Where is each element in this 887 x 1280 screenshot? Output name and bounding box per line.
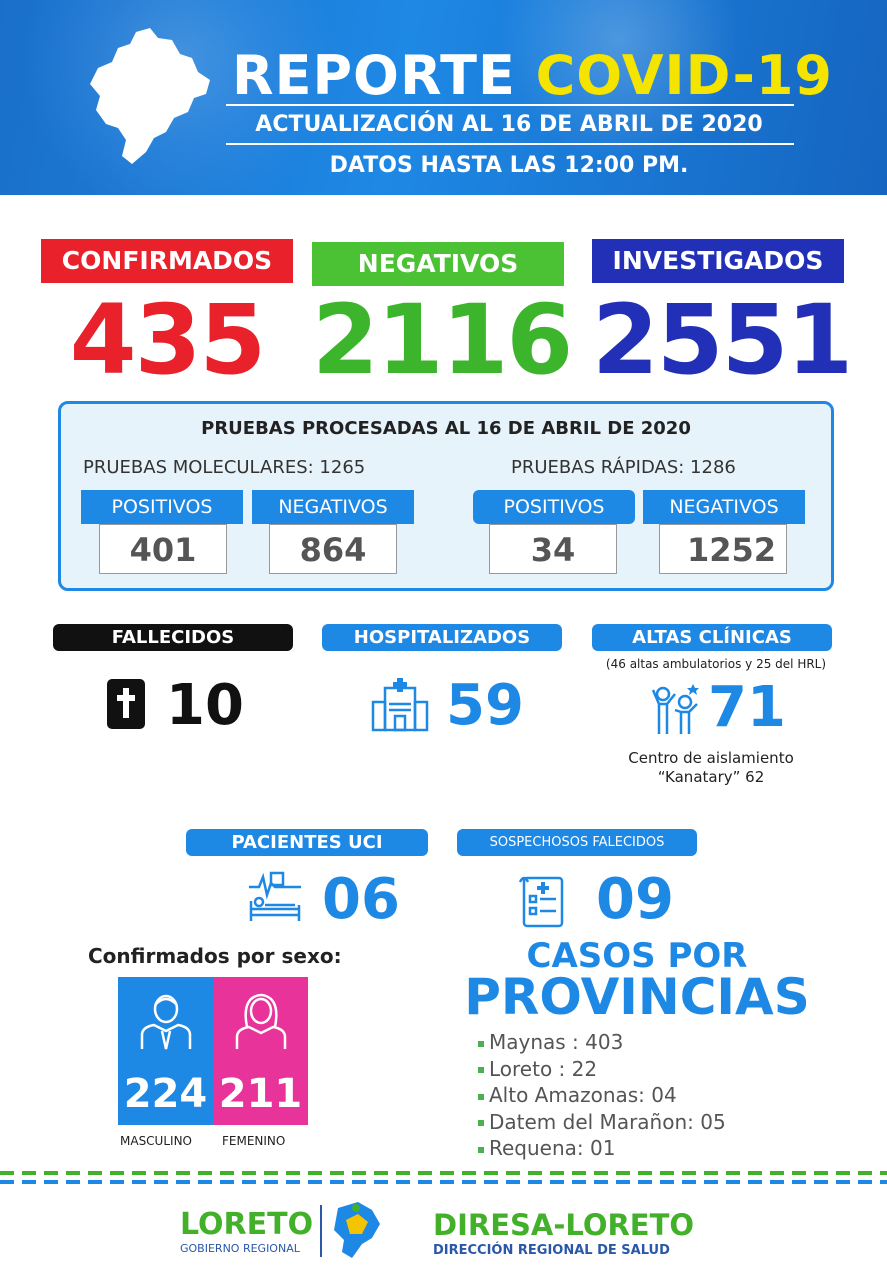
celebrating-people-icon xyxy=(651,684,699,734)
male-label: MASCULINO xyxy=(120,1134,192,1148)
suspect-deceased-label: SOSPECHOSOS FALECIDOS xyxy=(457,829,697,856)
molecular-positive-label: POSITIVOS xyxy=(81,490,243,524)
medical-record-icon xyxy=(518,876,564,928)
confirmed-value: 435 xyxy=(69,284,266,396)
list-item: Alto Amazonas: 04 xyxy=(478,1082,726,1109)
icu-value: 06 xyxy=(322,867,400,932)
province-maynas: Maynas : 403 xyxy=(489,1030,624,1054)
province-alto-amazonas: Alto Amazonas: 04 xyxy=(489,1083,677,1107)
tests-processed-panel: PRUEBAS PROCESADAS AL 16 DE ABRIL DE 202… xyxy=(58,401,834,591)
molecular-negative-label: NEGATIVOS xyxy=(252,490,414,524)
suspect-deceased-value: 09 xyxy=(596,867,674,932)
hospitalized-label: HOSPITALIZADOS xyxy=(322,624,562,651)
bullet-icon xyxy=(478,1093,484,1100)
male-person-icon xyxy=(140,994,192,1050)
title-report-word: REPORTE xyxy=(232,44,516,107)
isolation-center-line2: “Kanatary” 62 xyxy=(657,768,765,786)
province-datem: Datem del Marañon: 05 xyxy=(489,1109,726,1134)
dashed-divider-blue xyxy=(0,1180,887,1184)
diresa-brand-text: DIRESA-LORETO xyxy=(433,1208,695,1242)
title-covid-word: COVID-19 xyxy=(535,44,834,107)
report-title: REPORTE COVID-19 xyxy=(232,44,832,107)
discharged-value: 71 xyxy=(708,675,786,740)
rapid-negative-label: NEGATIVOS xyxy=(643,490,805,524)
molecular-tests-label: PRUEBAS MOLECULARES: 1265 xyxy=(83,457,366,478)
region-emblem-icon xyxy=(334,1202,380,1258)
hospital-icon xyxy=(371,678,429,732)
list-item: Loreto : 22 xyxy=(478,1056,726,1083)
negative-label: NEGATIVOS xyxy=(312,242,564,286)
dashed-divider-green xyxy=(0,1171,887,1175)
female-value: 211 xyxy=(218,1071,303,1117)
sex-section-title: Confirmados por sexo: xyxy=(88,944,342,968)
negative-value: 2116 xyxy=(312,284,573,396)
bullet-icon xyxy=(478,1146,484,1153)
rapid-negative-value: 1252 xyxy=(659,524,787,574)
list-item: Datem del Marañon: 05 xyxy=(478,1109,726,1136)
loreto-map-icon xyxy=(90,28,210,164)
update-date-line: ACTUALIZACIÓN AL 16 DE ABRIL DE 2020 xyxy=(255,112,763,137)
deceased-label: FALLECIDOS xyxy=(53,624,293,651)
rapid-positive-label: POSITIVOS xyxy=(473,490,635,524)
regional-health-text: DIRECCIÓN REGIONAL DE SALUD xyxy=(433,1243,670,1258)
discharged-note: (46 altas ambulatorios y 25 del HRL) xyxy=(605,657,827,671)
footer-divider xyxy=(320,1205,322,1257)
rapid-tests-label: PRUEBAS RÁPIDAS: 1286 xyxy=(511,457,736,478)
diresa-logo: DIRESA-LORETO DIRECCIÓN REGIONAL DE SALU… xyxy=(433,1210,694,1258)
bullet-icon xyxy=(478,1067,484,1073)
confirmed-label: CONFIRMADOS xyxy=(41,239,293,283)
rapid-positive-value: 34 xyxy=(489,524,617,574)
bullet-icon xyxy=(478,1040,484,1047)
icu-bed-icon xyxy=(249,871,301,921)
province-requena: Requena: 01 xyxy=(489,1136,616,1160)
female-person-icon xyxy=(235,993,287,1049)
header-divider-top xyxy=(226,104,794,106)
provinces-heading-large: PROVINCIAS xyxy=(464,968,810,1026)
list-item: Maynas : 403 xyxy=(478,1029,726,1056)
tests-panel-title: PRUEBAS PROCESADAS AL 16 DE ABRIL DE 202… xyxy=(201,418,691,439)
male-panel: 224 xyxy=(118,977,213,1125)
molecular-negative-value: 864 xyxy=(269,524,397,574)
provinces-list: Maynas : 403 Loreto : 22 Alto Amazonas: … xyxy=(478,1029,726,1162)
female-label: FEMENINO xyxy=(222,1134,286,1148)
provinces-heading-small: CASOS POR xyxy=(526,936,748,976)
deceased-value: 10 xyxy=(166,673,244,738)
coffin-cross-icon xyxy=(107,679,145,729)
isolation-center-line1: Centro de aislamiento xyxy=(628,749,794,767)
investigated-value: 2551 xyxy=(592,284,853,396)
male-value: 224 xyxy=(123,1071,208,1117)
header-banner: REPORTE COVID-19 ACTUALIZACIÓN AL 16 DE … xyxy=(0,0,887,195)
regional-government-logo: LORETO GOBIERNO REGIONAL xyxy=(180,1207,314,1256)
bullet-icon xyxy=(478,1120,484,1126)
icu-label: PACIENTES UCI xyxy=(186,829,428,856)
hospitalized-value: 59 xyxy=(446,673,524,738)
investigated-label: INVESTIGADOS xyxy=(592,239,844,283)
loreto-brand-text: LORETO xyxy=(180,1207,314,1242)
female-panel: 211 xyxy=(213,977,308,1125)
header-divider-bottom xyxy=(226,143,794,145)
province-loreto: Loreto : 22 xyxy=(489,1056,598,1081)
regional-government-text: GOBIERNO REGIONAL xyxy=(180,1242,300,1255)
data-time-line: DATOS HASTA LAS 12:00 PM. xyxy=(329,153,689,178)
list-item: Requena: 01 xyxy=(478,1135,726,1162)
discharged-label: ALTAS CLÍNICAS xyxy=(592,624,832,651)
molecular-positive-value: 401 xyxy=(99,524,227,574)
